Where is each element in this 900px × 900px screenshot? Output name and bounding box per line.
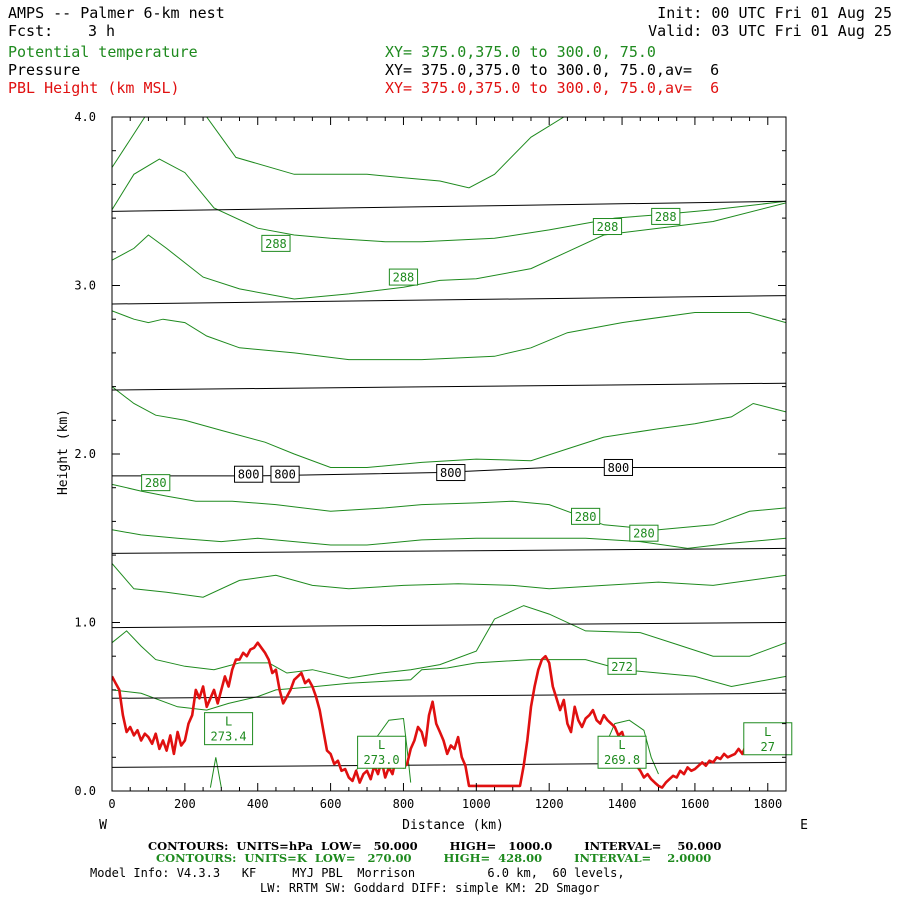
theta-contour-0 bbox=[112, 117, 146, 168]
field-xy-theta: XY= 375.0,375.0 to 300.0, 75.0 bbox=[385, 43, 656, 61]
pressure-label-2-box bbox=[436, 464, 466, 482]
theta-contour-6 bbox=[112, 483, 786, 531]
footer-model-info-2: LW: RRTM SW: Goddard DIFF: simple KM: 2D… bbox=[260, 881, 600, 895]
pressure-label-3-box bbox=[603, 458, 634, 476]
footer-theta-contours: CONTOURS: UNITS=K LOW= 270.00 HIGH= 428.… bbox=[156, 851, 712, 865]
pressure-isobars bbox=[112, 200, 786, 768]
y-tick-label: 3.0 bbox=[74, 279, 96, 293]
low-label-box-2 bbox=[597, 735, 647, 769]
field-name-pbl: PBL Height (km MSL) bbox=[8, 79, 180, 97]
theta-label-4-box bbox=[141, 474, 171, 492]
x-axis-label: Distance (km) bbox=[402, 818, 504, 833]
pressure-label-1: 800 bbox=[274, 468, 296, 482]
low-label-value-3: 27 bbox=[761, 740, 775, 754]
pbl-height-series bbox=[112, 641, 786, 789]
low-label-letter-0: L bbox=[225, 715, 232, 729]
x-tick-label: 400 bbox=[247, 797, 269, 811]
footer-pressure-contours: CONTOURS: UNITS=hPa LOW= 50.000 HIGH= 10… bbox=[148, 839, 722, 853]
x-tick-label: 600 bbox=[320, 797, 342, 811]
low-label-value-2: 269.8 bbox=[604, 753, 640, 767]
pressure-isobar-0 bbox=[112, 761, 786, 768]
x-tick-label: 200 bbox=[174, 797, 196, 811]
low-label-box-0 bbox=[204, 712, 254, 746]
x-tick-label: 1800 bbox=[753, 797, 782, 811]
pressure-label-0: 800 bbox=[238, 468, 260, 482]
field-name-theta: Potential temperature bbox=[8, 43, 198, 61]
pressure-isobar-5 bbox=[112, 382, 786, 391]
valid-time: Valid: 03 UTC Fri 01 Aug 25 bbox=[648, 22, 892, 40]
theta-label-6-box bbox=[629, 524, 659, 542]
theta-label-1: 288 bbox=[393, 271, 415, 285]
theta-label-2-box bbox=[592, 218, 623, 236]
theta-label-4: 280 bbox=[145, 476, 167, 490]
low-label-box-3 bbox=[743, 722, 793, 756]
west-end-label: W bbox=[99, 818, 107, 833]
forecast-value: 3 h bbox=[88, 22, 116, 40]
low-label-letter-3: L bbox=[764, 725, 771, 739]
forecast-label: Fcst: bbox=[8, 22, 54, 40]
theta-contour-3 bbox=[112, 202, 786, 300]
theta-contour-10 bbox=[112, 659, 786, 711]
theta-contour-7 bbox=[112, 529, 786, 549]
x-tick-label: 1200 bbox=[535, 797, 564, 811]
axes: 0 200 400 600 800 1000 1200 1400 1600 1800 0.0 1.0 2… bbox=[56, 110, 808, 833]
pressure-label-2: 800 bbox=[440, 466, 462, 480]
theta-label-3-box bbox=[651, 207, 681, 225]
chart-title: AMPS -- Palmer 6-km nest bbox=[8, 4, 225, 22]
x-tick-label: 1400 bbox=[608, 797, 637, 811]
y-axis-label: Height (km) bbox=[56, 409, 71, 495]
field-name-pressure: Pressure bbox=[8, 61, 81, 79]
theta-contours bbox=[112, 117, 786, 788]
theta-contour-13 bbox=[603, 719, 659, 775]
low-label-letter-1: L bbox=[378, 738, 385, 752]
pressure-label-3: 800 bbox=[608, 461, 630, 475]
pressure-label-1-box bbox=[270, 465, 300, 483]
low-label-value-0: 273.4 bbox=[211, 730, 247, 744]
theta-label-0-box bbox=[261, 234, 291, 252]
low-label-letter-2: L bbox=[618, 738, 625, 752]
theta-label-2: 288 bbox=[597, 220, 619, 234]
theta-contour-11 bbox=[209, 757, 222, 788]
footer-model-info: Model Info: V4.3.3 KF MYJ PBL Morrison 6… bbox=[90, 866, 625, 880]
theta-label-6: 280 bbox=[633, 527, 655, 541]
x-tick-label: 0 bbox=[108, 797, 115, 811]
field-xy-pressure: XY= 375.0,375.0 to 300.0, 75.0,av= 6 bbox=[385, 61, 720, 79]
pressure-isobar-3 bbox=[112, 547, 786, 554]
theta-contour-1 bbox=[206, 117, 565, 189]
y-tick-label: 4.0 bbox=[74, 110, 96, 124]
theta-label-7-box bbox=[607, 657, 637, 675]
pbl-height-line bbox=[112, 641, 786, 789]
east-end-label: E bbox=[800, 818, 808, 833]
pressure-isobar-2 bbox=[112, 622, 786, 629]
pressure-isobar-7 bbox=[112, 200, 786, 212]
y-tick-label: 0.0 bbox=[74, 784, 96, 798]
x-tick-label: 1000 bbox=[462, 797, 491, 811]
theta-contour-9 bbox=[112, 605, 786, 679]
theta-contour-8 bbox=[112, 563, 786, 598]
theta-contour-4 bbox=[112, 310, 786, 361]
theta-label-5: 280 bbox=[575, 510, 597, 524]
theta-contour-2 bbox=[112, 158, 786, 243]
x-tick-label: 800 bbox=[393, 797, 415, 811]
low-label-value-1: 273.0 bbox=[364, 753, 400, 767]
y-tick-label: 1.0 bbox=[74, 616, 96, 630]
theta-label-1-box bbox=[388, 268, 419, 286]
init-time: Init: 00 UTC Fri 01 Aug 25 bbox=[657, 4, 892, 22]
theta-label-0: 288 bbox=[265, 237, 287, 251]
theta-label-5-box bbox=[571, 507, 601, 525]
pressure-label-0-box bbox=[234, 465, 264, 483]
x-tick-label: 1600 bbox=[680, 797, 709, 811]
pressure-isobar-6 bbox=[112, 295, 786, 305]
pressure-isobar-1 bbox=[112, 692, 786, 699]
theta-label-7: 272 bbox=[611, 660, 633, 674]
low-label-box-1 bbox=[357, 735, 407, 769]
y-tick-label: 2.0 bbox=[74, 447, 96, 461]
field-xy-pbl: XY= 375.0,375.0 to 300.0, 75.0,av= 6 bbox=[385, 79, 720, 97]
theta-contour-5 bbox=[112, 386, 786, 468]
theta-label-3: 288 bbox=[655, 210, 677, 224]
